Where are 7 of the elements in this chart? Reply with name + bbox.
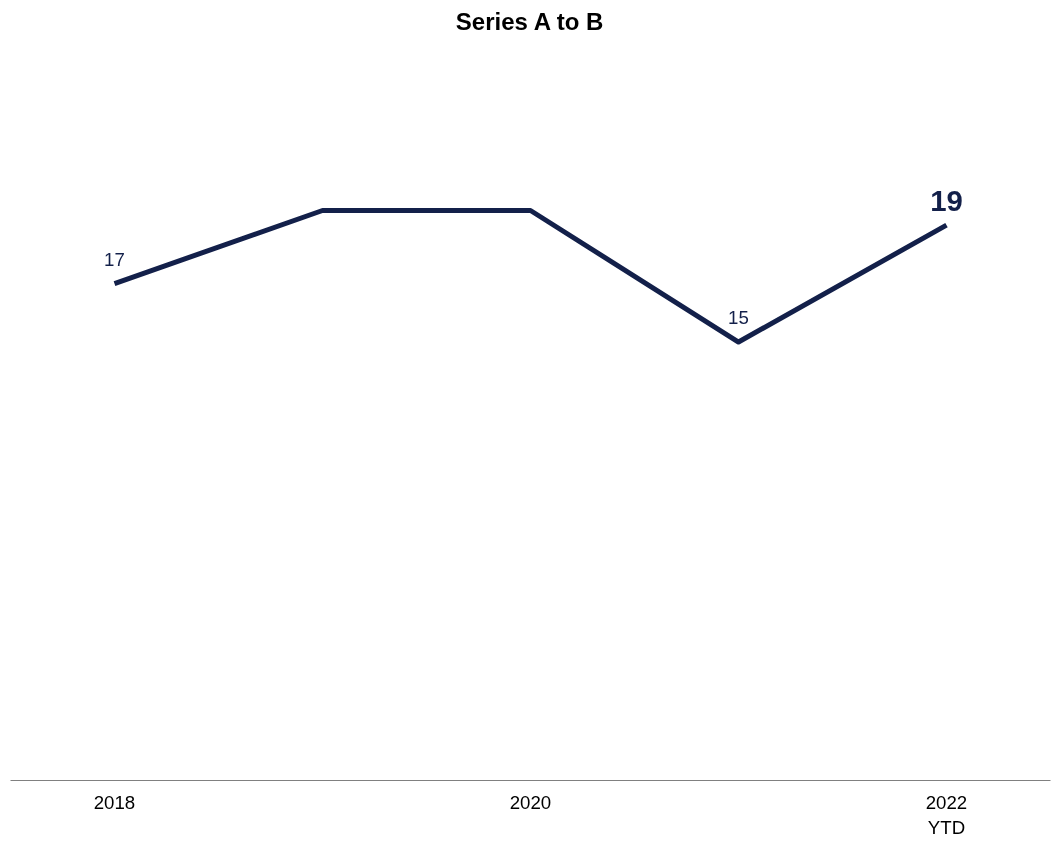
chart-title: Series A to B xyxy=(455,7,604,35)
x-tick-label: 2022 YTD xyxy=(925,791,968,838)
x-tick-label: 2018 xyxy=(93,791,136,813)
data-label: 15 xyxy=(728,307,749,329)
data-label: 19 xyxy=(930,184,963,218)
data-label: 17 xyxy=(104,248,125,270)
x-tick-label: 2020 xyxy=(509,791,552,813)
